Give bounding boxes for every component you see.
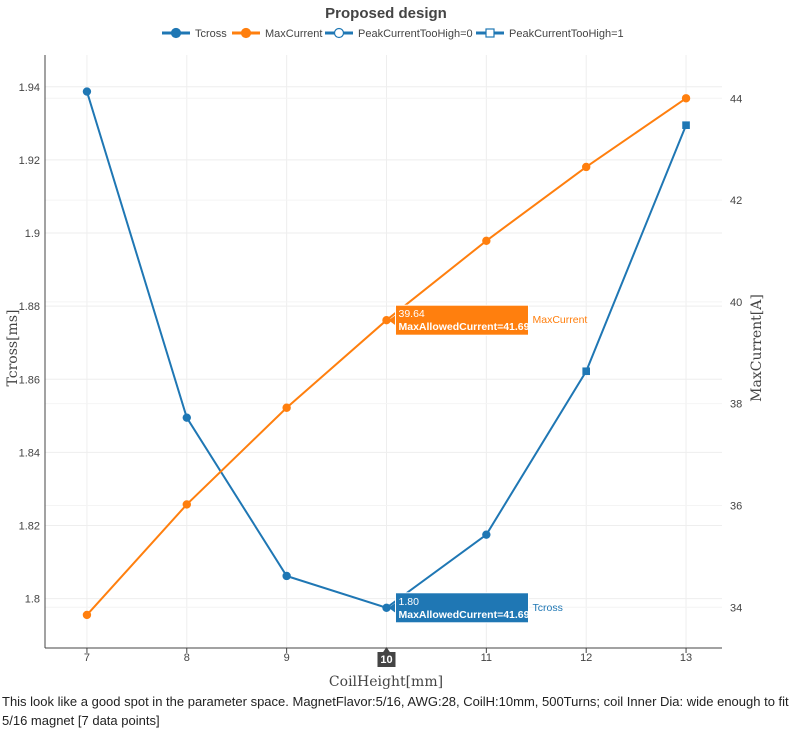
- chart: Proposed design Tcross MaxCurrent PeakCurr…: [5, 5, 765, 690]
- x-tick-label: 8: [184, 652, 190, 664]
- x-tick-label: 11: [481, 652, 492, 664]
- y-tick-label: 1.84: [19, 447, 40, 459]
- x-tick-label: 12: [580, 652, 592, 664]
- legend-marker: [485, 28, 495, 38]
- x-tick-label: 7: [84, 652, 90, 664]
- y2-tick-label: 36: [730, 500, 742, 512]
- tcross-point: [682, 121, 690, 129]
- y2-tick-label: 44: [730, 93, 742, 105]
- y-tick-label: 1.88: [19, 301, 40, 313]
- legend-item-peakcurrenttoohigh-1[interactable]: PeakCurrentTooHigh=1: [476, 28, 624, 40]
- tcross-point: [482, 530, 491, 539]
- legend-item-peakcurrenttoohigh-0[interactable]: PeakCurrentTooHigh=0: [325, 27, 473, 40]
- legend-marker: [170, 27, 182, 39]
- y-tick-label: 1.82: [19, 521, 40, 533]
- y2-tick-label: 40: [730, 297, 742, 309]
- y-tick-label: 1.92: [19, 155, 40, 167]
- maxcurrent-point: [282, 403, 291, 412]
- maxcurrent-point: [482, 236, 491, 245]
- legend-label: Tcross: [195, 28, 227, 40]
- series-layer: [82, 87, 691, 620]
- axes: 7 8 9 11 12 13 1.8 1.82 1.84 1.86 1.88 1.9 1.92 1.94 3…: [19, 55, 742, 667]
- y-tick-label: 1.86: [19, 374, 40, 386]
- legend-marker: [333, 27, 345, 39]
- y2-tick-label: 38: [730, 399, 742, 411]
- tooltip-value: 1.80: [398, 596, 419, 608]
- maxcurrent-point: [82, 610, 92, 620]
- maxcurrent-point: [182, 500, 191, 509]
- x-axis-title: CoilHeight[mm]: [329, 674, 443, 690]
- tooltip-series-name: MaxCurrent: [532, 314, 587, 326]
- chart-caption: This look like a good spot in the parame…: [2, 694, 789, 728]
- y-tick-label: 1.94: [19, 82, 40, 94]
- x-tick-label: 13: [680, 652, 692, 664]
- x-hover-pointer: [382, 647, 391, 653]
- chart-title: Proposed design: [325, 5, 447, 22]
- tooltip-pointer: [388, 315, 396, 326]
- grid: [45, 55, 722, 648]
- tooltip-box: [394, 304, 529, 336]
- tcross-point: [282, 571, 291, 581]
- x-hover-text: 10: [380, 654, 392, 666]
- x-tick-label: 9: [284, 652, 290, 664]
- legend-marker: [240, 27, 252, 39]
- y-tick-label: 1.9: [25, 228, 40, 240]
- legend-label: MaxCurrent: [265, 28, 322, 40]
- y-axis-title: Tcross[ms]: [5, 310, 21, 387]
- tooltip-extra: MaxAllowedCurrent=41.69: [398, 321, 529, 333]
- tcross-point: [182, 413, 191, 422]
- tooltip-pointer: [388, 602, 396, 613]
- x-hover-box: [377, 652, 396, 667]
- tcross-point: [582, 367, 591, 376]
- x-hover-label: 10: [377, 647, 396, 667]
- legend-item-maxcurrent[interactable]: MaxCurrent: [232, 27, 322, 40]
- y2-tick-label: 42: [730, 195, 742, 207]
- maxcurrent-point: [582, 162, 591, 172]
- tcross-point: [82, 87, 92, 96]
- tooltip-box: [394, 592, 529, 624]
- legend-label: PeakCurrentTooHigh=1: [509, 28, 624, 40]
- legend-item-tcross[interactable]: Tcross: [162, 27, 227, 40]
- y2-tick-label: 34: [730, 602, 742, 614]
- tooltip-extra: MaxAllowedCurrent=41.69: [398, 609, 529, 621]
- y-tick-label: 1.8: [25, 594, 40, 606]
- tooltip-series-name: Tcross: [532, 602, 562, 614]
- tooltip-layer: 39.64MaxAllowedCurrent=41.69MaxCurrent1.…: [388, 304, 587, 624]
- tooltip-value: 39.64: [398, 308, 424, 320]
- legend-label: PeakCurrentTooHigh=0: [358, 28, 473, 40]
- maxcurrent-point: [681, 94, 691, 103]
- y2-axis-title: MaxCurrent[A]: [749, 294, 765, 402]
- legend[interactable]: Tcross MaxCurrent PeakCurrentTooHigh=0 Peak…: [162, 27, 624, 40]
